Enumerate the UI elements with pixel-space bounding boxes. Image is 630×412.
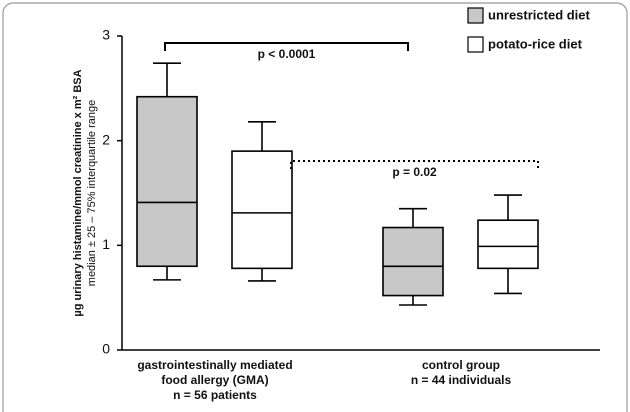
x-category-label: n = 44 individuals <box>411 373 512 387</box>
y-axis-label: µg urinary histamine/mmol creatinine x m… <box>72 69 84 316</box>
legend-swatch <box>467 7 484 24</box>
x-category-label: food allergy (GMA) <box>161 373 268 387</box>
annotation: p < 0.0001 <box>258 47 316 61</box>
significance-bracket <box>164 42 409 51</box>
legend-swatch <box>467 36 484 53</box>
significance-bracket <box>290 160 539 169</box>
y-tick-label: 1 <box>102 236 110 252</box>
y-axis-label: median ± 25 – 75% interquartile range <box>86 100 98 286</box>
annotation: p = 0.02 <box>392 165 437 179</box>
x-category-label: control group <box>422 358 500 372</box>
y-tick-label: 2 <box>102 131 110 147</box>
y-tick-label: 0 <box>102 341 110 357</box>
box <box>382 226 444 297</box>
legend-label: unrestricted diet <box>488 7 591 22</box>
box <box>477 219 539 270</box>
x-category-label: n = 56 patients <box>173 388 257 402</box>
box <box>231 150 293 270</box>
box <box>136 95 198 268</box>
y-tick-label: 3 <box>102 27 110 43</box>
x-category-label: gastrointestinally mediated <box>137 358 292 372</box>
legend-label: potato-rice diet <box>488 36 583 51</box>
